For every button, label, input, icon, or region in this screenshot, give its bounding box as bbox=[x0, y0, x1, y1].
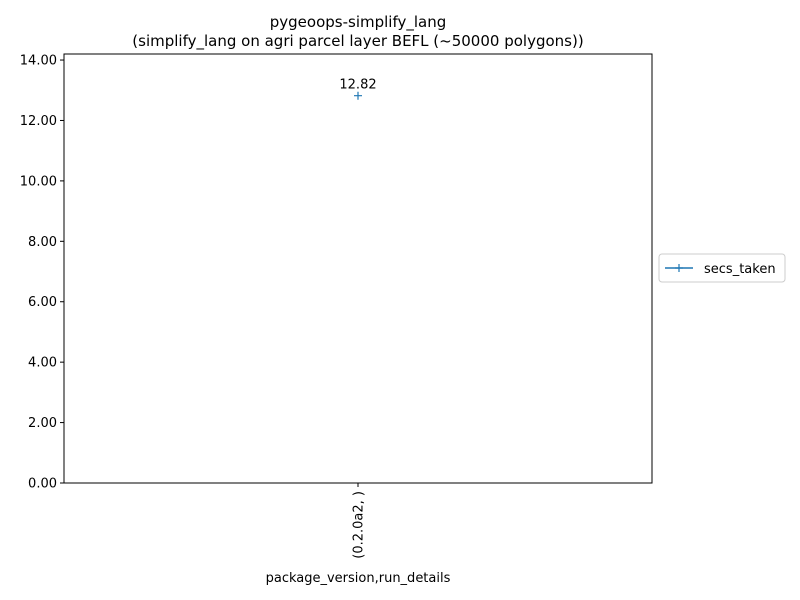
data-label: 12.82 bbox=[339, 78, 376, 93]
series-layer: 12.82 bbox=[339, 78, 377, 100]
y-axis: 0.00 2.00 4.00 6.00 8.00 10.00 12.00 14.00 bbox=[20, 54, 64, 492]
y-tick-label: 0.00 bbox=[28, 477, 57, 492]
y-tick-label: 12.00 bbox=[20, 114, 57, 129]
plot-area-frame bbox=[63, 53, 653, 484]
legend[interactable]: secs_taken bbox=[658, 253, 786, 283]
y-tick-label: 2.00 bbox=[28, 416, 57, 431]
data-point-marker bbox=[354, 91, 362, 100]
x-axis: (0.2.0a2, ) bbox=[352, 483, 367, 559]
y-tick-label: 10.00 bbox=[20, 174, 57, 189]
y-tick-label: 14.00 bbox=[20, 54, 57, 69]
legend-box bbox=[658, 253, 786, 283]
legend-label-secs-taken: secs_taken bbox=[704, 262, 776, 277]
y-tick-label: 4.00 bbox=[28, 356, 57, 371]
x-tick-label: (0.2.0a2, ) bbox=[352, 491, 367, 559]
x-axis-label: package_version,run_details bbox=[266, 571, 451, 586]
y-tick-label: 8.00 bbox=[28, 235, 57, 250]
chart-title: pygeoops-simplify_lang bbox=[270, 13, 446, 32]
chart-subtitle: (simplify_lang on agri parcel layer BEFL… bbox=[132, 32, 583, 51]
y-tick-label: 6.00 bbox=[28, 295, 57, 310]
legend-plus-marker-icon bbox=[675, 264, 683, 272]
